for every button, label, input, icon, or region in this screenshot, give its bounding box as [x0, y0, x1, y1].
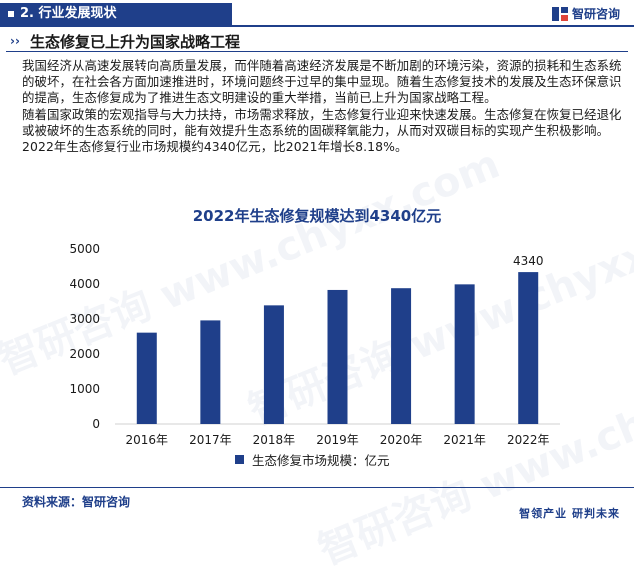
- bar: [518, 272, 539, 424]
- bar: [136, 332, 157, 424]
- x-tick-label: 2016年: [126, 433, 169, 447]
- brand-logo-icon: [551, 6, 568, 21]
- bar: [263, 305, 284, 424]
- bar: [454, 284, 475, 424]
- y-tick-label: 5000: [69, 242, 100, 256]
- x-tick-label: 2017年: [189, 433, 232, 447]
- bar: [391, 288, 412, 424]
- title-bar: ›› 生态修复已上升为国家战略工程: [6, 29, 628, 52]
- y-tick-label: 1000: [69, 382, 100, 396]
- legend-swatch: [235, 455, 244, 464]
- bar: [327, 289, 348, 424]
- square-icon: [8, 10, 14, 17]
- x-tick-label: 2020年: [380, 433, 423, 447]
- y-tick-label: 0: [92, 417, 100, 431]
- chart-title: 2022年生态修复规模达到4340亿元: [192, 207, 442, 225]
- body-text: 我国经济从高速发展转向高质量发展，而伴随着高速经济发展是不断加剧的环境污染，资源…: [22, 58, 622, 155]
- page-title: 生态修复已上升为国家战略工程: [30, 33, 241, 51]
- data-label: 4340: [513, 254, 544, 268]
- double-chevron-icon: ››: [10, 34, 20, 48]
- brand-name: 智研咨询: [571, 7, 620, 21]
- top-divider: [0, 25, 634, 27]
- x-tick-label: 2021年: [443, 433, 486, 447]
- brand: 智研咨询: [551, 5, 620, 22]
- legend-label: 生态修复市场规模：亿元: [252, 453, 390, 468]
- x-tick-label: 2022年: [507, 433, 550, 447]
- bar-chart: 0 1000 2000 3000 4000 5000 2016年 2017年 2018年 2019…: [69, 242, 560, 447]
- y-tick-label: 4000: [69, 277, 100, 291]
- y-tick-label: 2000: [69, 347, 100, 361]
- x-tick-label: 2019年: [316, 433, 359, 447]
- chart-legend: 生态修复市场规模：亿元: [235, 450, 390, 469]
- section-label-text: 2. 行业发展现状: [20, 6, 117, 21]
- footer-slogan: 智领产业 研判未来: [519, 507, 620, 520]
- paragraph: 随着国家政策的宏观指导与大力扶持，市场需求释放，生态修复行业迎来快速发展。生态修…: [22, 106, 622, 155]
- top-bar: 2. 行业发展现状 智研咨询: [0, 0, 634, 28]
- y-tick-label: 3000: [69, 312, 100, 326]
- bar: [200, 320, 221, 424]
- source-note: 资料来源：智研咨询: [22, 495, 131, 509]
- bottom-divider: [0, 487, 634, 488]
- paragraph: 我国经济从高速发展转向高质量发展，而伴随着高速经济发展是不断加剧的环境污染，资源…: [22, 58, 622, 106]
- x-tick-label: 2018年: [253, 433, 296, 447]
- section-label: 2. 行业发展现状: [0, 3, 232, 25]
